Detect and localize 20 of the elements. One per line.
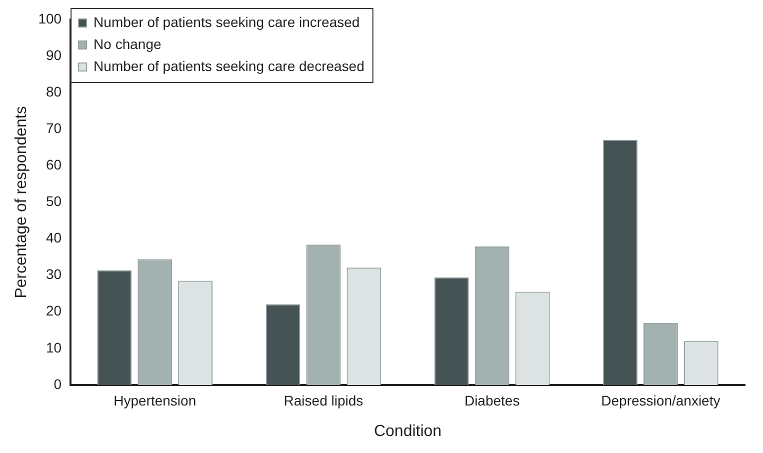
- x-axis-title: Condition: [374, 422, 442, 440]
- x-tick-label: Depression/anxiety: [601, 392, 720, 408]
- y-tick-label: 50: [46, 193, 62, 210]
- legend-label: Number of patients seeking care increased: [94, 14, 360, 30]
- legend-label: No change: [94, 36, 162, 52]
- x-tick-label: Raised lipids: [284, 392, 364, 408]
- y-tick-label: 80: [46, 83, 62, 100]
- y-axis-title: Percentage of respondents: [13, 106, 30, 298]
- y-tick-label: 0: [54, 376, 62, 392]
- x-tick-label: Diabetes: [464, 392, 520, 408]
- y-tick-label: 30: [46, 266, 62, 282]
- x-tick-label: Hypertension: [114, 392, 196, 408]
- y-tick-label: 100: [38, 10, 62, 26]
- y-tick-label: 60: [46, 156, 62, 172]
- y-tick-label: 70: [46, 120, 62, 136]
- y-tick-label: 10: [46, 339, 62, 356]
- y-tick-label: 90: [46, 46, 62, 63]
- y-tick-label: 20: [46, 302, 62, 319]
- y-tick-label: 40: [46, 230, 62, 246]
- legend-label: Number of patients seeking care decreased: [94, 58, 364, 74]
